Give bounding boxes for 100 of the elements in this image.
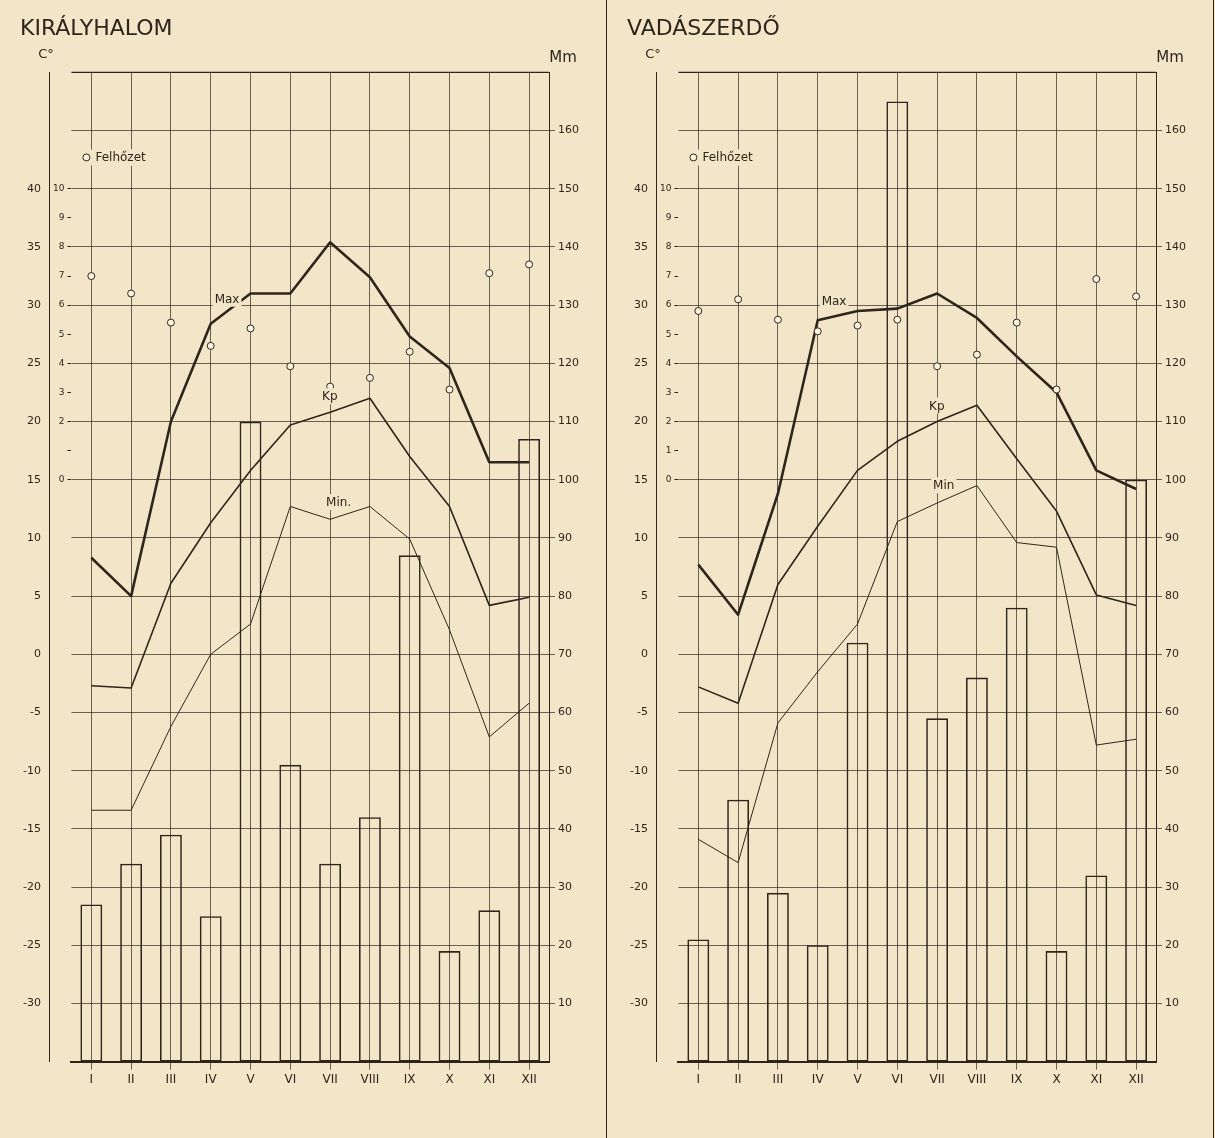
y3-tick-label: 7 bbox=[665, 270, 672, 281]
y2-tick-label: 110 bbox=[558, 414, 579, 428]
chart-title: VADÁSZERDŐ bbox=[627, 14, 780, 40]
x-tick-label: VII bbox=[929, 1071, 945, 1086]
y2-axis-title: Mm bbox=[549, 48, 577, 67]
point bbox=[246, 324, 255, 333]
y3-tick-label: 0 bbox=[58, 474, 65, 485]
point bbox=[525, 260, 534, 269]
x-tick-label: V bbox=[246, 1071, 256, 1086]
y3-tick-label: 2 bbox=[58, 415, 65, 426]
y2-tick-label: 160 bbox=[1165, 123, 1186, 137]
point bbox=[206, 341, 215, 350]
y2-tick-label: 40 bbox=[1165, 821, 1179, 835]
x-tick-label: X bbox=[445, 1071, 454, 1086]
y2-tick-label: 120 bbox=[1165, 356, 1186, 370]
y3-tick-label: 6 bbox=[58, 299, 65, 310]
y-tick-label: -15 bbox=[23, 821, 41, 835]
y3-tick-label: 5 bbox=[58, 328, 65, 339]
x-tick-label: VI bbox=[891, 1071, 904, 1086]
y2-tick-label: 60 bbox=[558, 705, 572, 719]
y2-tick-label: 100 bbox=[558, 472, 579, 486]
x-tick-label: II bbox=[734, 1071, 742, 1086]
y3-tick-label: 0 bbox=[665, 474, 672, 485]
y3-tick-label: 5 bbox=[665, 328, 672, 339]
y2-tick-label: 80 bbox=[558, 588, 572, 602]
y-tick-label: -5 bbox=[637, 705, 648, 719]
y2-axis-title: Mm bbox=[1156, 48, 1184, 67]
y-tick-label: 40 bbox=[26, 181, 41, 195]
point bbox=[365, 373, 374, 382]
y3-tick-label: 10 bbox=[659, 183, 672, 194]
legend-label: Felhőzet bbox=[702, 150, 754, 165]
y2-tick-label: 10 bbox=[1165, 996, 1179, 1010]
y2-tick-label: 50 bbox=[558, 763, 572, 777]
point bbox=[773, 315, 782, 324]
y-tick-label: 25 bbox=[633, 356, 648, 370]
y-tick-label: -25 bbox=[630, 938, 648, 952]
y-tick-label: 30 bbox=[26, 298, 41, 312]
y2-tick-label: 130 bbox=[558, 298, 579, 312]
y2-tick-label: 70 bbox=[1165, 647, 1179, 661]
y3-tick-label: 4 bbox=[665, 357, 672, 368]
y-tick-label: -20 bbox=[630, 879, 648, 893]
point bbox=[1012, 318, 1021, 327]
chart-title: KIRÁLYHALOM bbox=[20, 14, 173, 40]
y-tick-label: 15 bbox=[633, 472, 648, 486]
y-tick-label: -5 bbox=[30, 705, 41, 719]
y-axis-title: C° bbox=[645, 46, 661, 62]
point bbox=[286, 362, 295, 371]
y-tick-label: 25 bbox=[26, 356, 41, 370]
x-tick-label: IX bbox=[1010, 1071, 1023, 1086]
point bbox=[933, 362, 942, 371]
x-tick-label: III bbox=[772, 1071, 784, 1086]
legend-label: Felhőzet bbox=[95, 150, 147, 165]
y2-tick-label: 30 bbox=[558, 879, 572, 893]
y3-tick-label: 9 bbox=[58, 212, 65, 223]
y-tick-label: -30 bbox=[23, 996, 41, 1010]
x-tick-label: III bbox=[165, 1071, 177, 1086]
y-tick-label: -10 bbox=[630, 763, 648, 777]
point bbox=[1092, 274, 1101, 283]
series-label: Min bbox=[933, 478, 955, 493]
y2-tick-label: 160 bbox=[558, 123, 579, 137]
point bbox=[734, 295, 743, 304]
x-tick-label: I bbox=[696, 1071, 701, 1086]
y-tick-label: 15 bbox=[26, 472, 41, 486]
y2-tick-label: 130 bbox=[1165, 298, 1186, 312]
y3-tick-label: 3 bbox=[665, 386, 672, 397]
y-tick-label: 20 bbox=[26, 414, 41, 428]
point bbox=[694, 306, 703, 315]
x-tick-label: XI bbox=[483, 1071, 496, 1086]
x-tick-label: X bbox=[1052, 1071, 1061, 1086]
y2-tick-label: 150 bbox=[558, 181, 579, 195]
point bbox=[1052, 385, 1061, 394]
y-tick-label: 10 bbox=[26, 530, 41, 544]
y2-tick-label: 40 bbox=[558, 821, 572, 835]
x-tick-label: IX bbox=[403, 1071, 416, 1086]
y2-tick-label: 60 bbox=[1165, 705, 1179, 719]
x-tick-label: IV bbox=[204, 1071, 218, 1086]
y2-tick-label: 20 bbox=[558, 938, 572, 952]
y2-tick-label: 20 bbox=[1165, 938, 1179, 952]
y2-tick-label: 150 bbox=[1165, 181, 1186, 195]
y3-tick-label: 2 bbox=[665, 415, 672, 426]
y-tick-label: 40 bbox=[633, 181, 648, 195]
point bbox=[893, 315, 902, 324]
y-tick-label: 20 bbox=[633, 414, 648, 428]
series-label: Max bbox=[214, 291, 240, 306]
x-tick-label: VI bbox=[284, 1071, 297, 1086]
point bbox=[853, 321, 862, 330]
y2-tick-label: 30 bbox=[1165, 879, 1179, 893]
x-tick-label: VII bbox=[322, 1071, 338, 1086]
point bbox=[127, 289, 136, 298]
y-tick-label: -10 bbox=[23, 763, 41, 777]
y-tick-label: 30 bbox=[633, 298, 648, 312]
series-label: Max bbox=[821, 294, 847, 309]
y3-tick-label: 3 bbox=[58, 386, 65, 397]
y2-tick-label: 90 bbox=[558, 530, 572, 544]
series-label: Kp bbox=[322, 389, 338, 404]
y-axis-title: C° bbox=[38, 46, 54, 62]
y2-tick-label: 110 bbox=[1165, 414, 1186, 428]
y3-tick-label: 7 bbox=[58, 270, 65, 281]
y2-tick-label: 80 bbox=[1165, 588, 1179, 602]
x-tick-label: VIII bbox=[360, 1071, 380, 1086]
